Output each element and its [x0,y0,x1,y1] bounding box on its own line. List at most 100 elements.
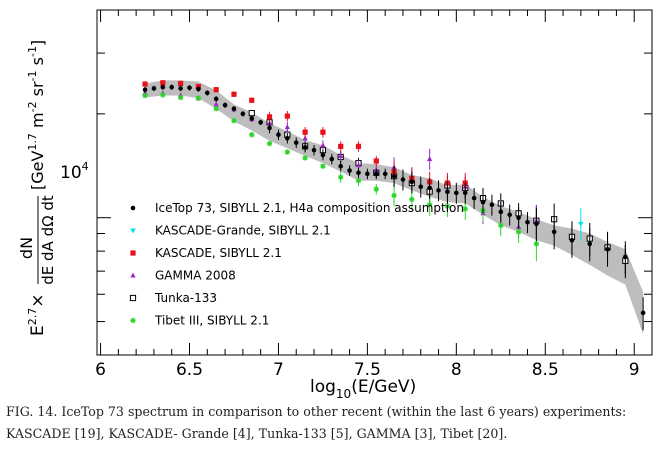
marker-asterisk-d2 [391,193,397,198]
marker-circle [409,179,415,185]
data-point [169,84,175,90]
marker-asterisk-d2 [267,141,272,147]
marker-circle [204,90,210,96]
data-point [391,192,397,199]
data-point [551,229,557,235]
x-tick-label: 8.5 [532,360,559,380]
data-point [534,221,539,227]
data-point [418,184,424,189]
marker-circle [178,86,183,91]
data-point [178,94,184,101]
marker-circle [160,84,166,90]
data-point [248,110,255,117]
data-point [213,101,219,107]
marker-circle [551,229,557,235]
marker-square [160,80,166,86]
marker-asterisk-d2 [462,206,468,212]
data-point [427,155,433,161]
marker-circle [436,188,441,193]
data-point [587,241,593,247]
figure-caption: FIG. 14. IceTop 73 spectrum in compariso… [6,401,658,445]
data-point [605,246,610,252]
marker-asterisk-d2 [142,93,148,98]
marker-square [178,80,184,87]
legend-marker [130,228,136,234]
data-point [409,179,415,185]
data-point [320,142,326,148]
marker-circle [418,184,424,189]
marker-asterisk-d2 [373,186,379,192]
data-point [178,86,183,91]
legend-marker [130,250,136,256]
marker-circle [365,171,370,177]
spectrum-figure: 6 6.5 7 7.5 8 8.5 9 104 log10(E/GeV) E2.7× dN … [17,9,653,400]
data-point [338,163,344,169]
data-point [623,254,628,260]
data-point [640,310,646,316]
marker-square-open [248,110,255,117]
marker-circle [569,238,575,243]
data-point [160,92,166,98]
marker-circle [489,202,495,208]
marker-circle [240,111,246,117]
x-tick-label: 6.5 [176,360,203,380]
marker-triangle-up [338,152,344,158]
data-point [427,185,432,191]
data-point [293,140,299,145]
marker-asterisk-d2 [249,132,255,138]
data-point [525,219,530,225]
legend-marker [130,205,136,211]
data-point [320,163,326,169]
legend-label: Tibet III, SIBYLL 2.1 [154,314,269,328]
y-axis-label: E2.7× dN dE dA dΩ dt [GeV1.7 m-2 sr-1 s-… [17,40,57,336]
marker-triangle-down [578,221,584,227]
marker-circle [454,190,459,196]
marker-circle [267,125,272,131]
marker-circle [427,185,432,191]
data-point [266,114,273,120]
legend-label: GAMMA 2008 [155,269,236,283]
marker-asterisk-d2 [130,318,136,323]
legend: IceTop 73, SIBYLL 2.1, H4a composition a… [129,201,464,328]
caption-line-1: FIG. 14. IceTop 73 spectrum in compariso… [6,404,627,419]
legend-marker [129,294,137,302]
marker-circle [196,86,201,92]
marker-asterisk-d2 [195,95,201,101]
data-point [160,84,166,90]
data-point [400,177,406,182]
data-point [471,195,477,201]
data-point [347,168,352,173]
data-point [338,152,344,158]
data-point [187,85,192,91]
data-point [507,212,512,218]
marker-circle [285,135,290,141]
marker-circle [623,254,628,260]
marker-square [249,97,255,103]
marker-circle [391,173,397,179]
marker-triangle-up [427,155,433,161]
marker-square [355,143,362,149]
marker-square [130,250,136,256]
marker-triangle-up [130,272,136,278]
data-point [338,143,344,149]
marker-asterisk-d2 [533,241,539,247]
marker-circle [400,177,406,182]
marker-circle [311,147,317,153]
legend-marker [130,272,136,278]
data-point [231,106,237,112]
marker-circle [338,163,344,169]
plot-frame [96,9,653,356]
marker-asterisk-d2 [213,106,219,112]
data-point [365,171,370,177]
marker-square [302,129,308,135]
marker-asterisk-d2 [409,196,415,202]
data-point [462,206,468,212]
x-tick-label: 8 [451,360,462,380]
x-axis-label: log10(E/GeV) [310,377,416,400]
marker-circle [169,84,175,90]
marker-asterisk-d2 [320,163,326,169]
data-point [284,149,290,155]
legend-label: IceTop 73, SIBYLL 2.1, H4a composition a… [155,201,464,215]
data-point [373,171,379,177]
data-point [249,132,255,138]
